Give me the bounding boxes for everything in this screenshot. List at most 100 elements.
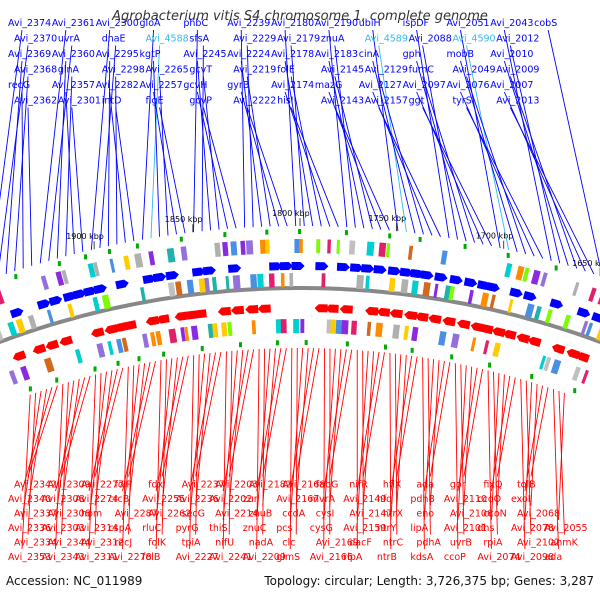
- forward-gene-arrow: [486, 282, 500, 292]
- top-gene-label: Avi_2222: [233, 96, 276, 107]
- top-gene-label: Avi_2368: [14, 65, 57, 76]
- inner-cog-block-top: [480, 292, 490, 308]
- top-gene-label: gcvP: [189, 96, 212, 107]
- bottom-gene-label: ntrY: [377, 523, 397, 534]
- reverse-gene-arrow: [45, 339, 60, 350]
- gene-labels: Avi_2374 Avi_2370 Avi_2369 Avi_2368 recG Avi_…: [0, 18, 600, 563]
- leader-line: [496, 374, 505, 506]
- leader-line: [201, 45, 204, 232]
- top-gene-label: ggt: [409, 96, 425, 107]
- feature-tracks: [0, 229, 600, 394]
- scale-ticks: 1900 kbp 1850 kbp 1800 kbp 1750 kbp 1700 kbp…: [66, 209, 600, 277]
- leader-line: [362, 351, 375, 506]
- top-gene-label: Avi_2013: [496, 96, 539, 107]
- rna-marker: [135, 243, 139, 249]
- leader-line: [323, 348, 336, 521]
- inner-cog-block: [180, 327, 186, 342]
- leader-line: [262, 348, 287, 477]
- bottom-gene-label: znuB: [249, 509, 273, 520]
- leader-line: [240, 60, 263, 227]
- leader-line: [150, 45, 160, 239]
- bottom-gene-label: Avi_2337: [14, 509, 57, 520]
- leader-line: [328, 60, 365, 229]
- leader-line: [490, 375, 511, 492]
- bottom-gene-label: pdhA: [416, 538, 441, 549]
- bottom-gene-label: Avi_2078: [511, 523, 554, 534]
- top-gene-label: gcvT: [189, 65, 212, 76]
- top-gene-label: flgE: [146, 96, 164, 107]
- leader-line: [454, 363, 459, 550]
- forward-gene-arrow: [315, 262, 329, 271]
- forward-gene-arrow: [549, 298, 564, 309]
- leader-line: [463, 368, 484, 477]
- bottom-gene-label: rpiA: [483, 538, 503, 549]
- outer-cog-block: [299, 238, 303, 254]
- leader-line: [496, 377, 516, 477]
- bottom-gene-label: Avi_2101: [444, 523, 487, 534]
- bottom-gene-label: ccdA: [282, 509, 305, 520]
- inner-cog-block: [74, 348, 83, 364]
- reverse-gene-arrow: [193, 309, 207, 319]
- leader-line: [0, 45, 29, 263]
- leader-line: [460, 364, 465, 535]
- top-gene-label: Avi_2051: [446, 18, 489, 29]
- top-gene-label: Avi_2007: [490, 80, 533, 91]
- rna-marker: [530, 373, 534, 379]
- top-gene-label: cinA: [359, 49, 380, 60]
- bottom-gene-label: anmK: [550, 538, 578, 549]
- top-gene-label: Avi_2265: [146, 65, 189, 76]
- leader-line: [290, 76, 322, 227]
- top-gene-label: Avi_2010: [490, 49, 533, 60]
- inner-cog-block: [149, 331, 157, 347]
- forward-gene-arrow: [142, 274, 156, 285]
- leader-line: [295, 348, 309, 506]
- bottom-gene-label: pcs: [276, 523, 292, 534]
- forward-gene-arrow: [373, 265, 387, 274]
- inner-cog-block: [168, 328, 178, 344]
- reverse-gene-arrow: [389, 309, 403, 319]
- leader-line: [55, 377, 86, 492]
- rna-marker: [93, 366, 97, 372]
- leader-line: [416, 60, 467, 242]
- leader-line: [362, 350, 364, 535]
- leader-line: [246, 76, 271, 227]
- outer-cog-block: [245, 240, 254, 255]
- reverse-gene-arrow: [516, 333, 531, 344]
- top-gene-label: Avi_2129: [365, 65, 408, 76]
- bottom-gene-label: Avi_2262: [148, 509, 191, 520]
- leader-line: [466, 107, 544, 259]
- inner-cog-block: [543, 356, 552, 372]
- inner-cog-block-top: [524, 303, 535, 319]
- top-gene-label: glnA: [58, 65, 80, 76]
- bottom-gene-label: tpiA: [182, 538, 201, 549]
- inner-cog-block: [403, 325, 410, 341]
- reverse-gene-arrow: [551, 343, 566, 355]
- leader-line: [0, 29, 23, 201]
- leader-line: [530, 387, 549, 477]
- bottom-gene-label: Avi_2106: [450, 509, 493, 520]
- top-gene-label: uvrA: [58, 34, 81, 45]
- forward-gene-arrow: [48, 295, 63, 307]
- outer-cog-block: [180, 246, 188, 261]
- top-gene-label: Avi_2282: [96, 80, 139, 91]
- outer-cog-block: [265, 239, 270, 254]
- forward-gene-arrow: [83, 286, 97, 297]
- inner-cog-block: [20, 365, 31, 381]
- top-gene-label: cobS: [534, 18, 557, 29]
- bottom-gene-label: Avi_2068: [517, 509, 560, 520]
- rna-marker: [383, 344, 387, 350]
- forward-gene-arrow: [115, 279, 129, 290]
- leader-line: [122, 366, 129, 550]
- reverse-gene-arrow: [183, 310, 198, 320]
- leader-line: [262, 348, 276, 506]
- bottom-gene-label: Avi_2312: [81, 538, 124, 549]
- leader-line: [39, 29, 67, 264]
- chromosome-ring: [0, 286, 600, 345]
- leader-line: [460, 29, 501, 249]
- leader-line: [195, 354, 200, 535]
- leader-line: [195, 351, 222, 477]
- inner-cog-block: [211, 323, 219, 338]
- top-gene-label: Avi_2362: [14, 96, 57, 107]
- bottom-gene-label: pdhB: [410, 494, 435, 505]
- bottom-gene-label: ccoN: [483, 509, 506, 520]
